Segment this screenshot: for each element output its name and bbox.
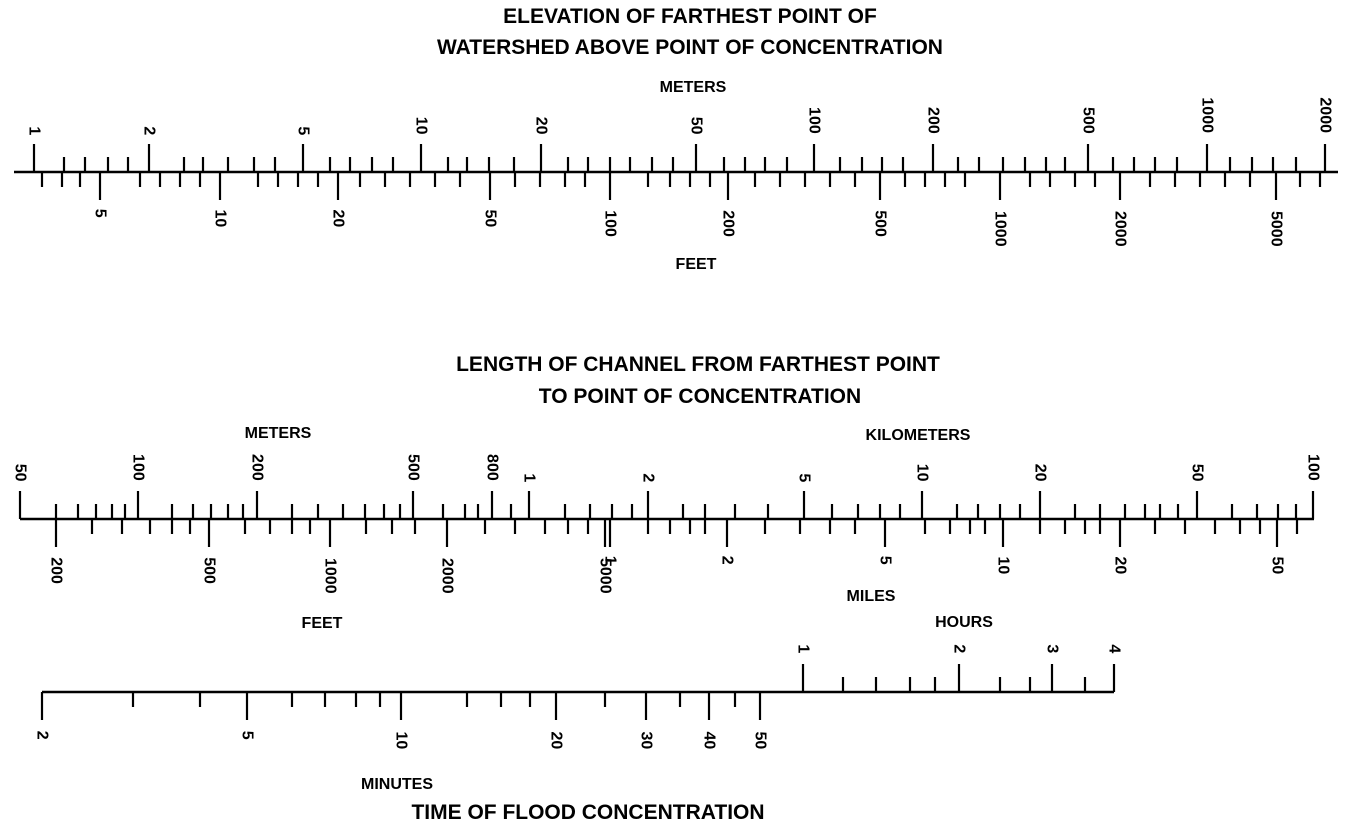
elevation-top-label: 5 [295, 126, 312, 135]
elevation-bot-label: 200 [720, 210, 737, 237]
length-bot-label: 1000 [322, 558, 339, 594]
elevation-meters-unit: METERS [660, 79, 727, 96]
length-title-line1: LENGTH OF CHANNEL FROM FARTHEST POINT [456, 353, 940, 376]
length-top-label: 50 [1189, 464, 1206, 482]
time-minutes-unit: MINUTES [361, 776, 433, 793]
elevation-top-label: 2000 [1317, 97, 1334, 133]
elevation-top-label: 1 [26, 126, 43, 135]
length-title-line2: TO POINT OF CONCENTRATION [539, 385, 861, 408]
elevation-bot-label: 50 [482, 210, 499, 228]
time-hours-unit: HOURS [935, 614, 993, 631]
time-bot-label: 20 [548, 732, 565, 750]
elevation-feet-unit: FEET [676, 256, 717, 273]
length-top-label: 500 [405, 454, 422, 481]
length-meters-unit: METERS [245, 425, 312, 442]
length-bot-label: 5000 [597, 558, 614, 594]
time-top-label: 2 [951, 644, 968, 653]
time-bot-label: 10 [393, 732, 410, 750]
elevation-top-label: 10 [413, 117, 430, 135]
elevation-top-label: 500 [1080, 107, 1097, 134]
time-top-label: 1 [795, 644, 812, 653]
elevation-bot-label: 500 [872, 210, 889, 237]
elevation-top-label: 2 [141, 126, 158, 135]
time-title: TIME OF FLOOD CONCENTRATION [411, 801, 764, 824]
time-bot-label: 2 [34, 731, 51, 740]
length-bot-label: 2000 [439, 558, 456, 594]
length-bot-label: 20 [1112, 557, 1129, 575]
length-top-label: 200 [249, 454, 266, 481]
elevation-top-label: 50 [688, 117, 705, 135]
length-top-label: 800 [484, 454, 501, 481]
elevation-bot-label: 10 [212, 210, 229, 228]
length-miles-unit: MILES [847, 588, 896, 605]
time-top-label: 4 [1106, 644, 1123, 653]
time-top-label: 3 [1044, 644, 1061, 653]
length-bot-label: 1 [602, 556, 619, 565]
length-top-label: 10 [914, 464, 931, 482]
length-kilometers-unit: KILOMETERS [866, 427, 971, 444]
elevation-bot-label: 1000 [992, 211, 1009, 247]
length-top-label: 2 [640, 473, 657, 482]
length-bot-label: 5 [877, 556, 894, 565]
elevation-bot-label: 5 [92, 209, 109, 218]
elevation-bot-label: 20 [330, 210, 347, 228]
length-bot-label: 500 [201, 557, 218, 584]
length-bot-label: 2 [719, 556, 736, 565]
length-feet-unit: FEET [302, 615, 343, 632]
length-top-label: 100 [1305, 454, 1322, 481]
length-top-label: 20 [1032, 464, 1049, 482]
elevation-title-line1: ELEVATION OF FARTHEST POINT OF [503, 5, 877, 28]
length-top-label: 100 [130, 454, 147, 481]
length-top-label: 1 [521, 473, 538, 482]
length-bot-label: 10 [995, 557, 1012, 575]
time-bot-label: 40 [701, 732, 718, 750]
elevation-bot-label: 100 [602, 210, 619, 237]
elevation-top-label: 200 [925, 107, 942, 134]
length-top-label: 50 [12, 464, 29, 482]
time-bot-label: 30 [638, 732, 655, 750]
time-bot-label: 50 [752, 732, 769, 750]
elevation-bot-label: 2000 [1112, 211, 1129, 247]
elevation-bot-label: 5000 [1268, 211, 1285, 247]
time-bot-label: 5 [239, 731, 256, 740]
elevation-title-line2: WATERSHED ABOVE POINT OF CONCENTRATION [437, 36, 943, 59]
elevation-top-label: 20 [533, 117, 550, 135]
length-top-label: 5 [796, 473, 813, 482]
elevation-top-label: 1000 [1199, 97, 1216, 133]
length-bot-label: 50 [1269, 557, 1286, 575]
length-bot-label: 200 [48, 557, 65, 584]
elevation-top-label: 100 [806, 107, 823, 134]
